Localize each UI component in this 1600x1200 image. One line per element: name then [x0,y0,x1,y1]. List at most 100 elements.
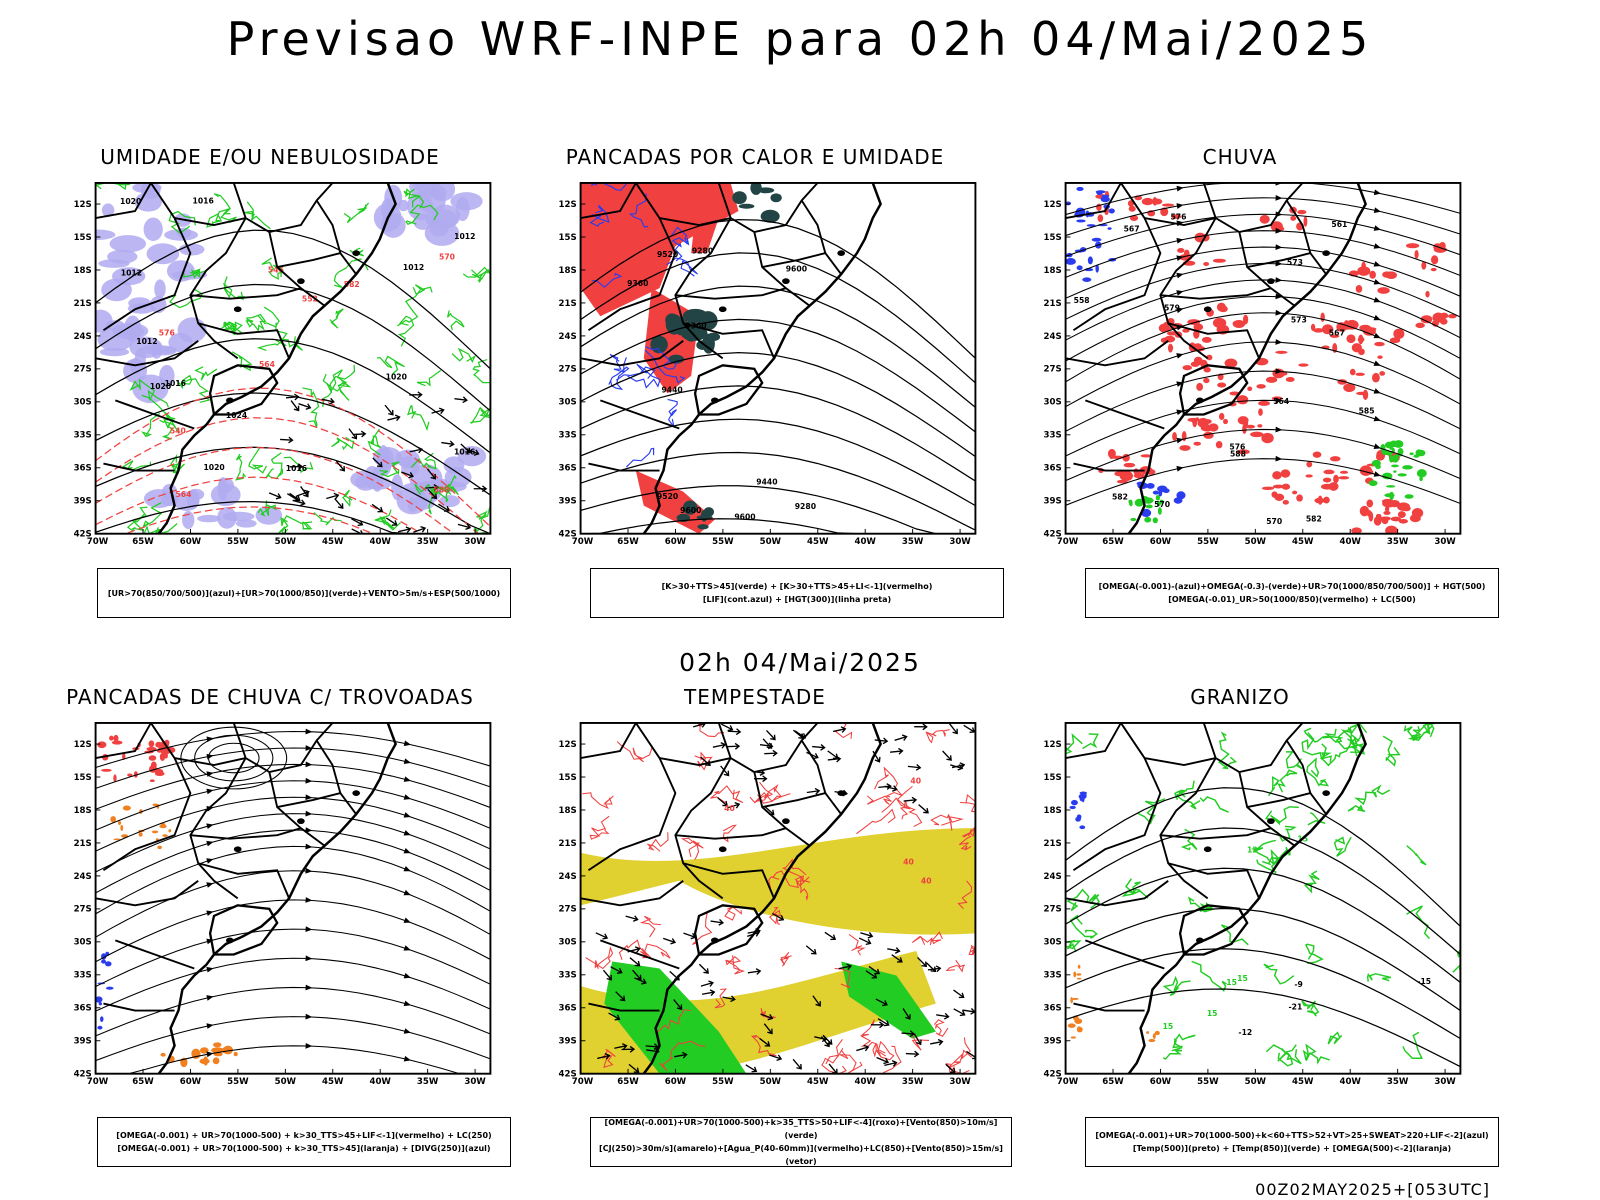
arrowhead [1373,297,1381,303]
state-border [95,182,152,219]
field-patch [1416,469,1427,478]
state-border [268,771,326,847]
wind-vector [913,1033,922,1046]
contour-label: 9440 [661,386,682,395]
field-patch [113,774,117,782]
field-patch [1096,190,1103,196]
field-patch [1346,334,1356,344]
wind-vector [387,414,401,422]
uruguay-border [693,904,764,956]
state-border [232,182,334,234]
arrowhead [305,1042,313,1049]
lon-tick-label: 30W [464,1077,486,1087]
field-layer: 1012101610201024101210161020102010161012… [95,182,491,534]
lat-tick-label: 18S [1044,266,1062,276]
field-patch [1391,454,1399,463]
field-patch [1270,221,1283,232]
lake [837,790,846,796]
lat-tick-label: 36S [1044,1004,1062,1014]
contour-line [725,955,745,975]
field-patch [104,961,112,967]
field-patch [99,347,130,357]
lake [1195,397,1204,404]
wind-vector [745,1064,758,1073]
arrowhead [305,794,313,801]
field-patch [1201,336,1212,343]
lon-axis: 70W 65W 60W 55W 50W 45W 40W 35W 30W [1057,528,1456,547]
contour-line [194,366,218,381]
arrowhead [403,776,411,782]
field-patch [1409,514,1421,523]
streamline [1065,341,1461,408]
field-patch [1172,431,1177,441]
field-patch [1076,265,1083,271]
legend-line: [CJ(250)>30m/s](amarelo)+[Agua_P(40-60mm… [599,1144,1003,1166]
field-patch [146,746,157,751]
map-borders [1065,722,1368,1075]
lat-axis: 12S 15S 18S 21S 24S 27S 30S 33S 36S 39S 42S [1044,740,1071,1080]
wind-vector [409,446,423,454]
state-border [753,771,811,847]
lat-tick-label: 24S [559,332,577,342]
field-patch [1247,386,1253,392]
wind-vector [674,1051,688,1059]
lake [1322,790,1331,796]
lat-tick-label: 15S [559,233,577,243]
lat-tick-label: 30S [559,398,577,408]
arrowhead [1275,309,1283,316]
lat-tick-label: 42S [74,1070,92,1080]
contour-line [655,1009,691,1035]
map-canvas: 15 1515151215-21-15-9-1212S15S18S21S24S27… [1044,722,1462,1087]
state-border [190,287,302,300]
contour-line [1347,804,1366,813]
arrowhead [206,771,214,777]
field-patch [178,243,205,256]
arrowhead [305,728,313,735]
lon-tick-label: 60W [665,1077,687,1087]
streamline [1065,197,1461,237]
wind-vector [884,1060,898,1067]
field-patch [1323,469,1335,475]
contour-label: 1012 [454,232,475,241]
field-patch [113,734,119,742]
arrowhead [206,1051,214,1058]
lat-tick-label: 33S [74,971,92,981]
arrowhead [1373,471,1381,477]
field-patch [110,816,116,823]
state-border [1285,199,1312,254]
field-patch [407,497,418,513]
contour-line [856,808,896,835]
lat-tick-label: 24S [1044,332,1062,342]
field-patch [1382,472,1393,480]
contour-line [472,358,491,389]
field-patch [1076,977,1082,980]
streamline [95,845,491,915]
state-border [762,252,842,275]
contour-line [416,369,442,387]
contour-label: 564 [175,490,191,499]
field-patch [1257,424,1263,428]
lat-tick-label: 42S [1044,530,1062,540]
arrowhead [403,848,411,854]
wind-vector [296,489,310,497]
wind-vector [856,1044,870,1052]
field-patch [1212,258,1226,263]
lon-tick-label: 45W [322,1077,344,1087]
field-patch [100,1016,104,1023]
contour-line [1285,751,1303,770]
field-patch [1082,277,1092,282]
arrowhead [1176,290,1184,296]
contour-line [213,193,237,224]
field-patch [1323,496,1330,504]
state-border [580,340,684,367]
contour-line [261,257,284,280]
field-patch [1206,354,1213,361]
field-patch [1391,464,1399,468]
wind-vector [413,526,427,533]
wind-vector [698,963,709,974]
field-patch [1129,215,1139,222]
state-border [1238,771,1296,847]
lon-tick-label: 50W [1245,537,1267,547]
streamline [95,870,491,938]
contour-label: 573 [1287,258,1303,267]
